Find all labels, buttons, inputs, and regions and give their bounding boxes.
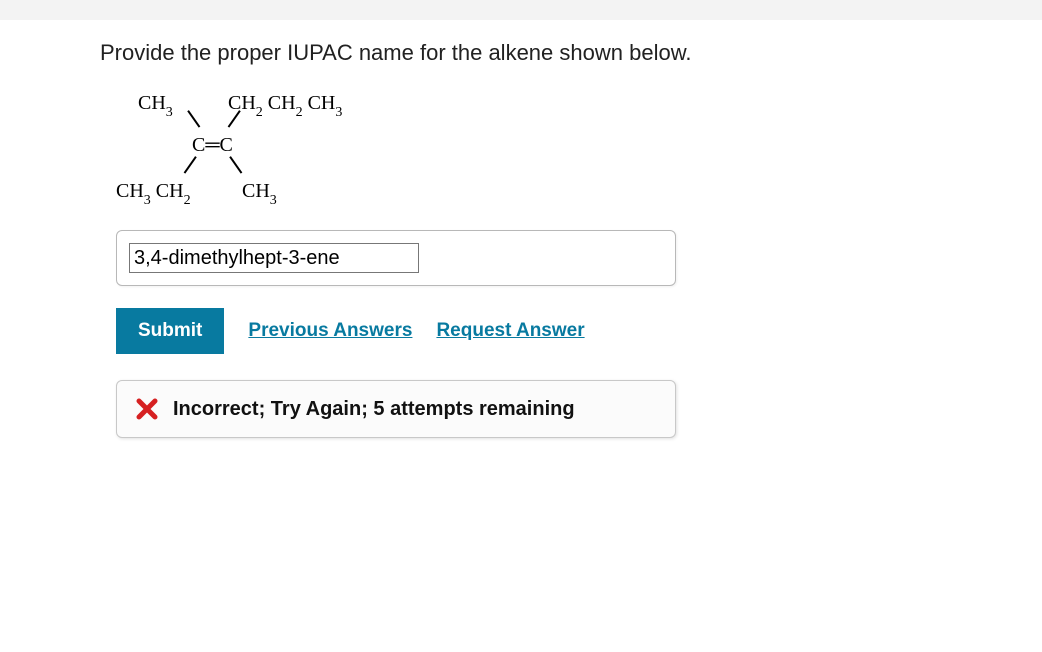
feedback-text: Incorrect; Try Again; 5 attempts remaini… — [173, 398, 575, 421]
bond-bot-right — [230, 156, 243, 173]
bond-bot-left — [184, 156, 197, 173]
previous-answers-link[interactable]: Previous Answers — [248, 320, 412, 342]
top-bar — [0, 0, 1042, 20]
button-row: Submit Previous Answers Request Answer — [116, 308, 920, 354]
molecule-structure: CH3 CH2 CH2 CH3 C═C CH3 CH2 CH3 — [116, 88, 356, 208]
question-prompt: Provide the proper IUPAC name for the al… — [100, 40, 920, 66]
bond-top-left — [188, 110, 201, 127]
feedback-box: Incorrect; Try Again; 5 attempts remaini… — [116, 380, 676, 438]
mol-center: C═C — [192, 134, 233, 157]
request-answer-link[interactable]: Request Answer — [436, 320, 584, 342]
answer-container — [116, 230, 676, 286]
mol-top-right: CH2 CH2 CH3 — [228, 92, 342, 119]
incorrect-icon — [135, 397, 159, 421]
mol-top-left: CH3 — [138, 92, 173, 119]
mol-bot-left: CH3 CH2 — [116, 180, 191, 207]
answer-input[interactable] — [129, 243, 419, 273]
submit-button[interactable]: Submit — [116, 308, 224, 354]
mol-bot-right: CH3 — [242, 180, 277, 207]
question-content: Provide the proper IUPAC name for the al… — [0, 40, 920, 438]
